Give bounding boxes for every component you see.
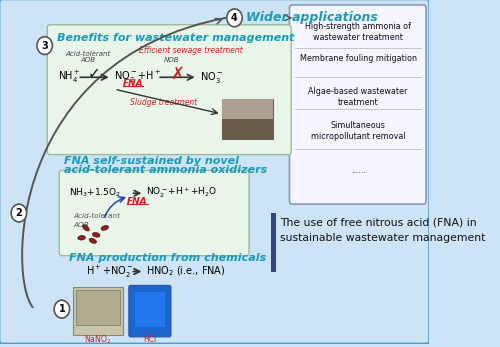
Text: NO$_2^-$+H$^+$+H$_2$O: NO$_2^-$+H$^+$+H$_2$O: [146, 186, 218, 200]
FancyBboxPatch shape: [290, 5, 426, 204]
Ellipse shape: [101, 226, 108, 230]
Ellipse shape: [82, 225, 89, 231]
FancyBboxPatch shape: [129, 285, 171, 337]
FancyBboxPatch shape: [222, 99, 273, 139]
FancyBboxPatch shape: [47, 25, 291, 154]
FancyBboxPatch shape: [73, 287, 123, 335]
Text: 3: 3: [42, 41, 48, 51]
Text: High-strength ammonia of
wastewater treatment: High-strength ammonia of wastewater trea…: [305, 22, 411, 42]
Circle shape: [54, 300, 70, 318]
Bar: [76, 290, 120, 325]
Bar: [222, 99, 273, 119]
Ellipse shape: [89, 238, 96, 243]
Text: Efficient sewage treatment: Efficient sewage treatment: [139, 46, 242, 55]
Text: ......: ......: [350, 167, 366, 176]
Text: NH$_3$+1.5O$_2$: NH$_3$+1.5O$_2$: [68, 187, 120, 200]
Text: 2: 2: [16, 208, 22, 218]
Text: AOB: AOB: [73, 222, 89, 228]
Text: acid-tolerant ammonia oxidizers: acid-tolerant ammonia oxidizers: [64, 166, 268, 176]
FancyBboxPatch shape: [60, 170, 249, 256]
Text: NO$_2^-$+H$^+$: NO$_2^-$+H$^+$: [114, 69, 162, 85]
Text: FNA: FNA: [127, 197, 148, 206]
Text: NaNO$_2$: NaNO$_2$: [84, 333, 112, 346]
Text: AOB: AOB: [80, 58, 95, 64]
Text: NOB: NOB: [164, 58, 180, 64]
Text: ✗: ✗: [170, 65, 184, 83]
Circle shape: [37, 37, 52, 54]
Text: Acid-tolerant: Acid-tolerant: [65, 51, 110, 58]
Text: NO$_3^-$: NO$_3^-$: [200, 70, 224, 85]
Text: 4: 4: [231, 13, 238, 23]
Text: Wider applications: Wider applications: [246, 11, 378, 24]
Text: H$^+$+NO$_2^-$: H$^+$+NO$_2^-$: [86, 263, 134, 280]
Text: HNO$_2$ (i.e., FNA): HNO$_2$ (i.e., FNA): [146, 265, 226, 278]
Bar: [222, 119, 273, 139]
Text: FNA self-sustained by novel: FNA self-sustained by novel: [64, 155, 240, 166]
Text: Membrane fouling mitigation: Membrane fouling mitigation: [300, 54, 416, 64]
Bar: [270, 213, 276, 272]
Text: The use of free nitrous acid (FNA) in: The use of free nitrous acid (FNA) in: [280, 218, 476, 228]
Text: ✓: ✓: [88, 66, 101, 81]
Circle shape: [11, 204, 26, 222]
Bar: [135, 292, 165, 327]
Ellipse shape: [78, 236, 86, 240]
FancyBboxPatch shape: [0, 0, 430, 344]
Text: FNA production from chemicals: FNA production from chemicals: [68, 253, 266, 263]
Text: FNA: FNA: [123, 79, 144, 88]
Text: Simultaneous
micropollutant removal: Simultaneous micropollutant removal: [311, 121, 406, 141]
Text: Acid-tolerant: Acid-tolerant: [73, 213, 120, 219]
Text: NH$_4^+$: NH$_4^+$: [58, 69, 81, 85]
Text: HCl: HCl: [144, 335, 157, 344]
Text: sustainable wastewater management: sustainable wastewater management: [280, 233, 486, 243]
Text: 1: 1: [58, 304, 65, 314]
Text: Benefits for wastewater management: Benefits for wastewater management: [56, 33, 294, 43]
Circle shape: [227, 9, 242, 27]
Text: Sludge treatment: Sludge treatment: [130, 98, 197, 107]
Ellipse shape: [92, 232, 100, 237]
Text: Algae-based wastewater
treatment: Algae-based wastewater treatment: [308, 87, 408, 107]
